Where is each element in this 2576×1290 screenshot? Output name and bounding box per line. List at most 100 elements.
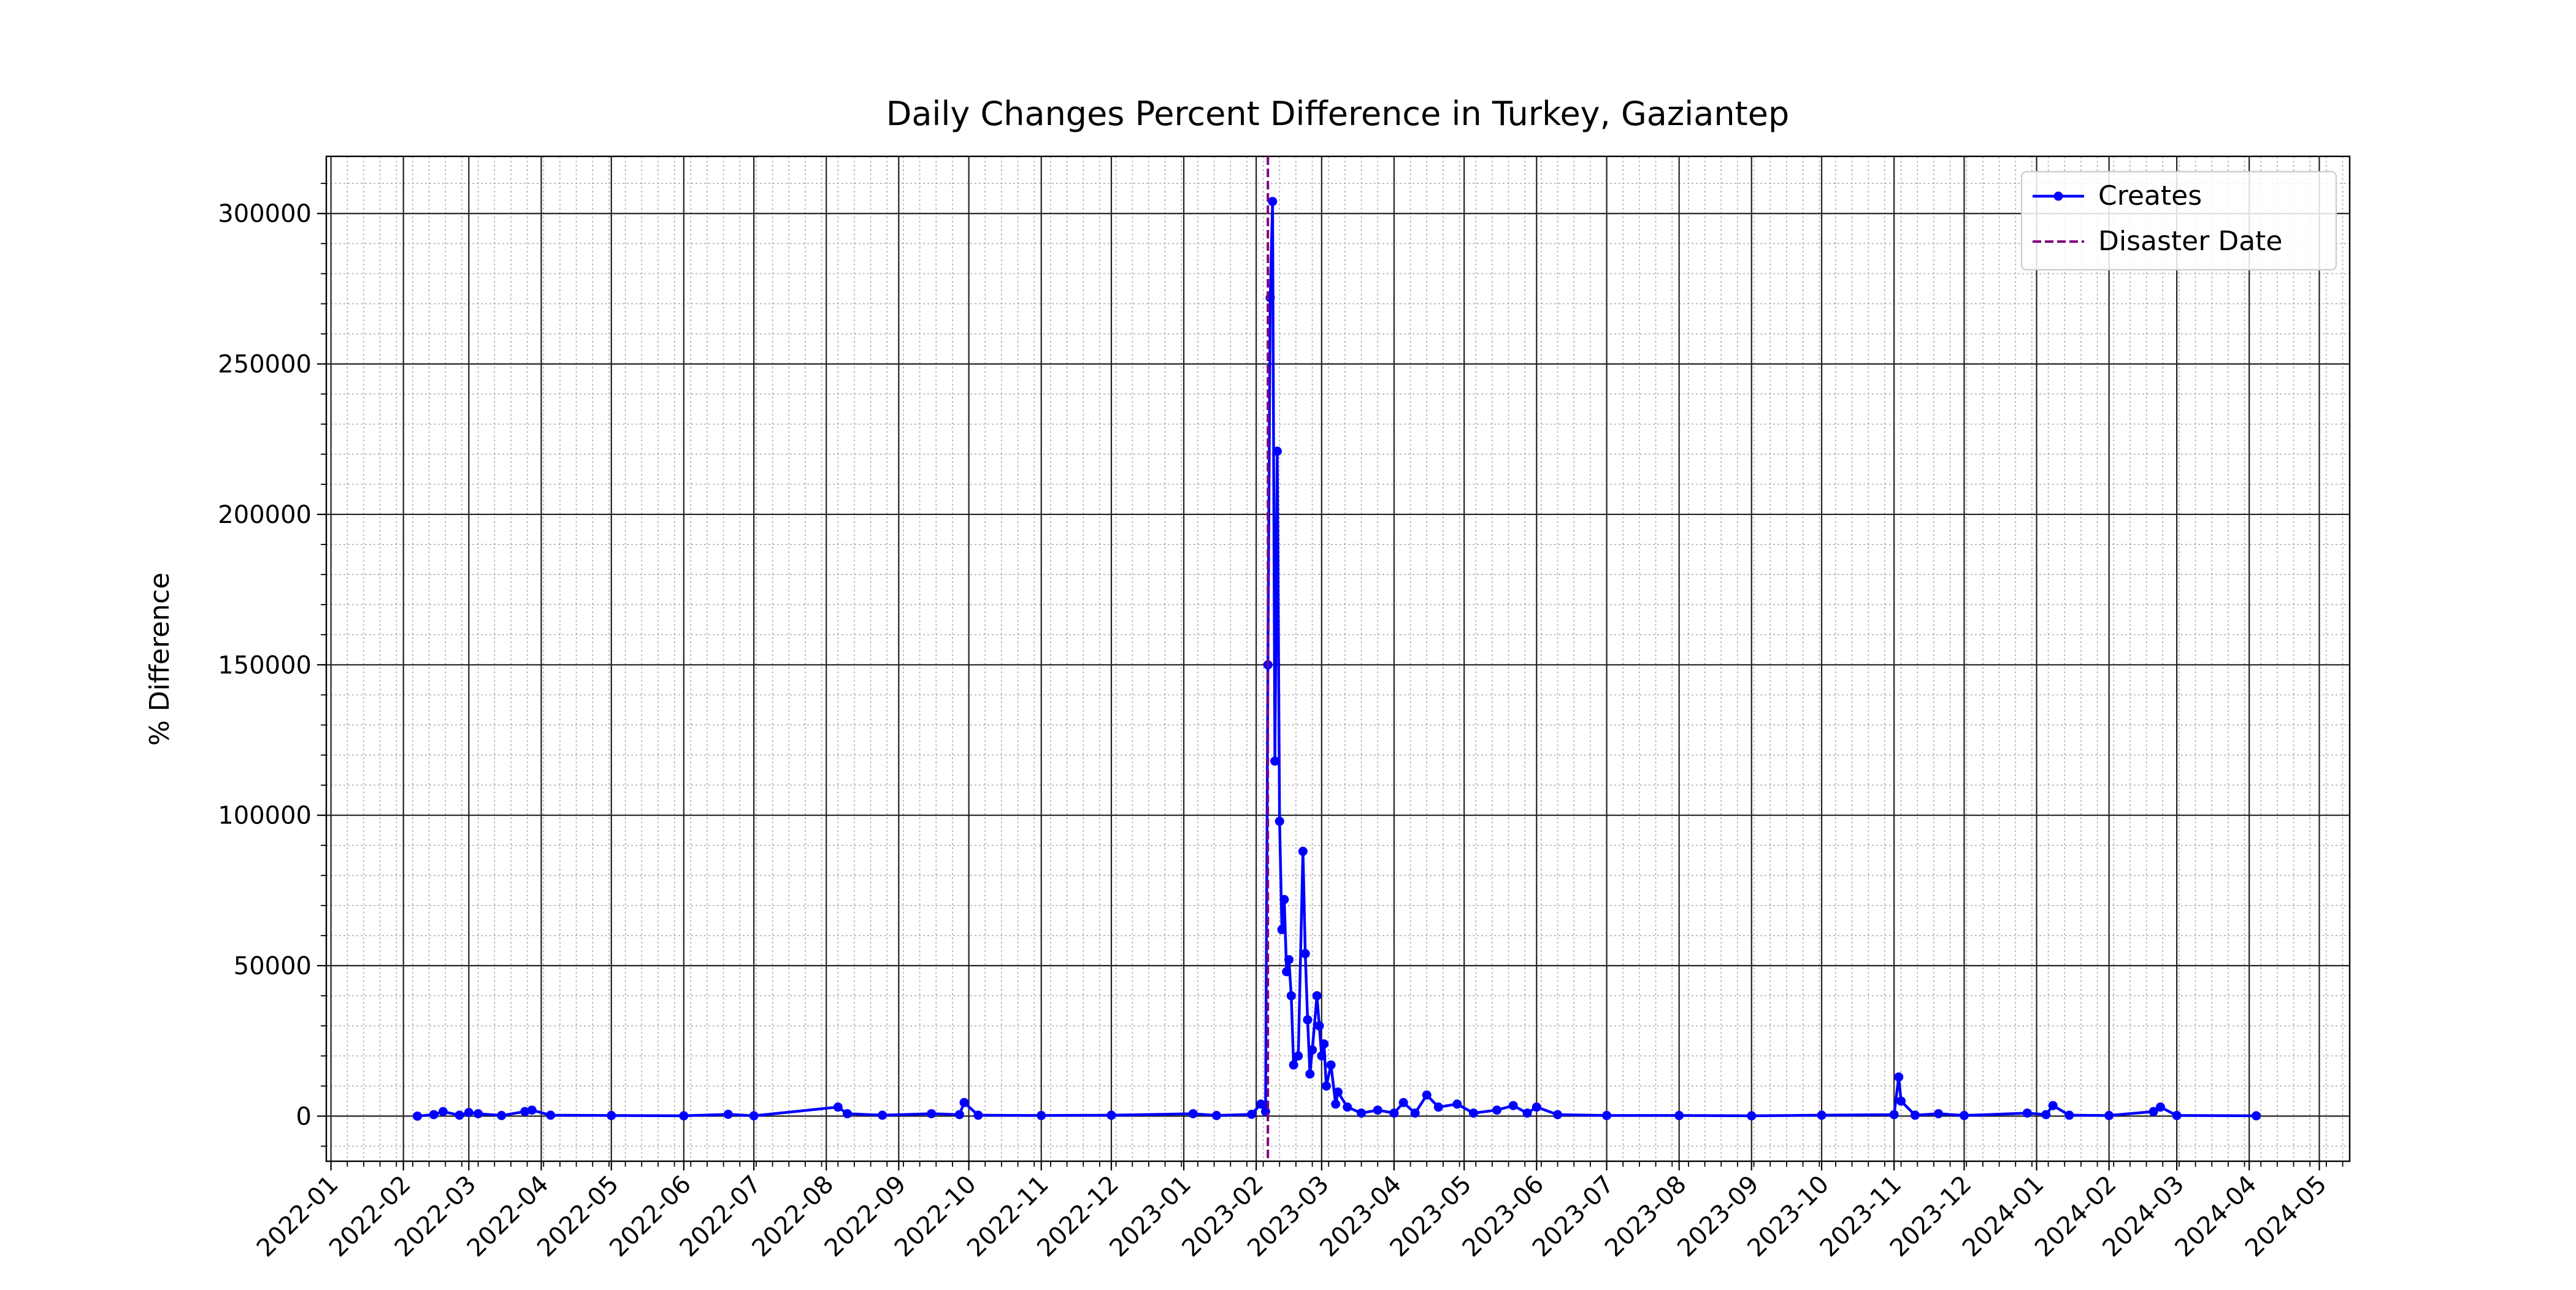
point — [1300, 948, 1310, 958]
y-tick-label: 150000 — [218, 651, 312, 679]
point — [1934, 1109, 1944, 1118]
point — [973, 1110, 983, 1120]
point — [749, 1111, 759, 1121]
point — [607, 1110, 616, 1120]
point — [464, 1108, 473, 1118]
point — [2064, 1110, 2074, 1120]
point — [878, 1110, 887, 1120]
point — [1553, 1110, 1563, 1120]
point — [1277, 925, 1287, 934]
point — [1247, 1109, 1257, 1119]
point — [1256, 1099, 1266, 1109]
point — [1282, 967, 1292, 977]
point — [1531, 1102, 1541, 1112]
point — [1298, 847, 1308, 857]
point — [1674, 1110, 1684, 1120]
point — [429, 1110, 439, 1120]
point — [2149, 1107, 2158, 1116]
point — [1275, 816, 1284, 826]
y-tick-label: 250000 — [218, 351, 312, 379]
point — [497, 1110, 507, 1120]
point — [2172, 1110, 2182, 1120]
point — [927, 1109, 937, 1118]
point — [1410, 1108, 1420, 1118]
point — [1747, 1111, 1757, 1121]
point — [1894, 1072, 1904, 1082]
point — [959, 1097, 969, 1107]
y-tick-label: 300000 — [218, 200, 312, 228]
point — [1959, 1110, 1969, 1120]
point — [1389, 1108, 1399, 1118]
point — [1433, 1102, 1443, 1112]
point — [546, 1110, 556, 1120]
legend-swatch-marker — [2053, 191, 2063, 201]
point — [1272, 446, 1282, 456]
point — [954, 1110, 964, 1120]
y-tick-label: 50000 — [234, 952, 312, 980]
point — [1317, 1051, 1327, 1061]
point — [1889, 1110, 1899, 1120]
point — [520, 1107, 530, 1116]
point — [2252, 1111, 2261, 1121]
point — [1289, 1060, 1298, 1070]
legend-label: Disaster Date — [2098, 226, 2282, 257]
point — [1319, 1039, 1329, 1049]
point — [1398, 1097, 1408, 1107]
point — [843, 1109, 853, 1118]
point — [679, 1111, 689, 1121]
point — [1312, 991, 1322, 1001]
point — [1211, 1110, 1221, 1120]
point — [833, 1102, 843, 1112]
line — [417, 200, 2256, 1118]
legend-box — [2020, 170, 2337, 271]
point — [1373, 1105, 1382, 1115]
point — [438, 1107, 448, 1116]
point — [1817, 1110, 1827, 1120]
point — [2022, 1108, 2032, 1118]
point — [473, 1109, 483, 1118]
point — [1284, 955, 1294, 964]
point — [723, 1109, 733, 1119]
point — [1303, 1015, 1313, 1025]
point — [1468, 1108, 1478, 1118]
point — [1508, 1101, 1518, 1110]
point — [1522, 1108, 1532, 1118]
point — [527, 1105, 537, 1115]
point — [1321, 1081, 1331, 1091]
point — [1279, 895, 1289, 904]
point — [2041, 1110, 2051, 1120]
point — [1037, 1110, 1046, 1120]
point — [1106, 1110, 1116, 1120]
plot-frame — [325, 155, 2351, 1162]
legend-label: Creates — [2098, 180, 2202, 212]
y-axis-label: % Difference — [144, 573, 175, 746]
point — [454, 1110, 464, 1120]
point — [1308, 1045, 1317, 1055]
point — [1294, 1051, 1303, 1061]
point — [1910, 1110, 1920, 1120]
point — [2155, 1102, 2165, 1112]
point — [1422, 1090, 1432, 1100]
y-tick-label: 100000 — [218, 802, 312, 830]
point — [1268, 197, 1278, 207]
point — [1326, 1060, 1336, 1070]
point — [1270, 756, 1280, 766]
point — [1286, 991, 1296, 1001]
point — [1331, 1099, 1341, 1109]
point — [1602, 1110, 1612, 1120]
point — [2048, 1101, 2058, 1110]
y-tick-label: 0 — [296, 1102, 312, 1131]
point — [1357, 1108, 1367, 1118]
point — [1188, 1109, 1198, 1118]
point — [1343, 1102, 1352, 1112]
point — [1452, 1099, 1462, 1109]
chart-title: Daily Changes Percent Difference in Turk… — [886, 94, 1789, 133]
point — [1305, 1069, 1315, 1079]
point — [1333, 1087, 1343, 1097]
point — [1314, 1021, 1324, 1031]
point — [1896, 1096, 1906, 1106]
point — [2104, 1110, 2114, 1120]
point — [1492, 1105, 1502, 1115]
